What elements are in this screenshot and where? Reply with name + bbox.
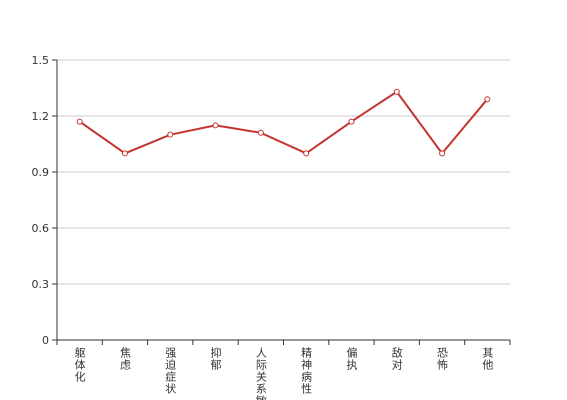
x-tick-label: 敌对 <box>390 346 403 371</box>
point <box>212 122 219 129</box>
point <box>303 150 310 157</box>
point <box>439 150 446 157</box>
line <box>79 90 489 155</box>
x-tick-label: 抑郁 <box>209 346 222 371</box>
x-tick-label: 焦虑 <box>118 347 131 371</box>
y-tick-label: 0 <box>42 334 49 347</box>
point <box>393 88 400 95</box>
y-tick-label: 1.5 <box>32 54 50 67</box>
y-tick-label: 0.6 <box>32 222 50 235</box>
y-tick-label: 1.2 <box>32 110 50 123</box>
point <box>348 118 355 125</box>
x-tick-label: 强迫症状 <box>164 347 177 395</box>
point <box>257 129 264 136</box>
x-tick-label: 其他 <box>481 347 494 371</box>
point <box>121 150 128 157</box>
y-tick-label: 0.9 <box>32 166 50 179</box>
point <box>167 131 174 138</box>
point <box>76 118 83 125</box>
x-tick-label: 躯体化 <box>73 347 86 383</box>
y-tick-label: 0.3 <box>32 278 50 291</box>
x-tick-label: 人际关系敏感 <box>254 347 267 400</box>
x-tick-label: 精神病性 <box>300 347 313 395</box>
point <box>484 96 491 103</box>
x-tick-label: 恐怖 <box>436 347 449 371</box>
x-tick-label: 偏执 <box>345 346 358 371</box>
